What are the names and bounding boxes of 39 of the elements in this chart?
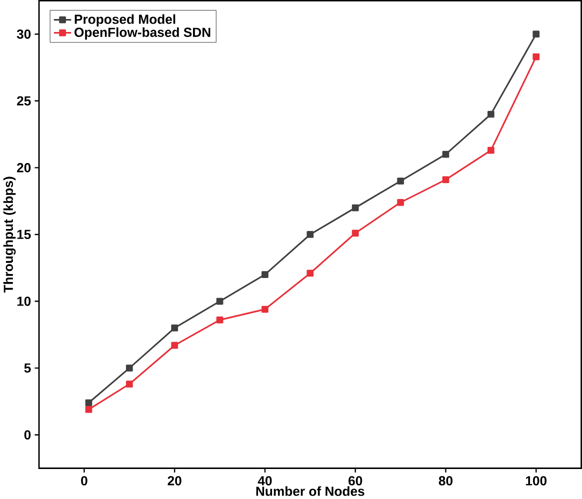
y-tick-label: 25 [17,96,31,106]
point [532,30,540,38]
x-tick-label: 0 [81,476,88,486]
point [442,176,450,183]
legend-label: Proposed Model [74,14,176,26]
point [216,316,224,324]
legend-label: OpenFlow-based SDN [74,27,210,40]
point [532,53,540,60]
y-tick-label: 15 [17,230,31,239]
point [442,150,450,158]
y-axis-title: Throughput (kbps) [3,176,16,293]
x-tick-label: 20 [168,476,182,486]
y-tick-label: 5 [24,363,31,372]
point [85,406,92,413]
x-tick-label: 60 [348,476,362,486]
point [352,230,359,236]
x-tick-label: 100 [526,476,547,486]
point [171,342,178,349]
point [262,306,268,313]
point [126,364,133,372]
x-axis-title: Number of Nodes [256,486,364,496]
point [306,270,314,277]
point [171,324,178,332]
y-tick-label: 0 [24,430,31,440]
point [85,399,92,406]
point [397,198,404,206]
point [397,177,404,184]
x-tick-label: 40 [258,476,272,486]
y-tick-label: 20 [17,162,31,172]
y-tick-label: 30 [16,29,31,39]
point [352,204,359,212]
x-tick-label: 80 [438,476,452,486]
y-tick-label: 10 [17,296,31,306]
point [487,146,494,154]
point [216,298,224,305]
point [262,270,268,278]
point [487,110,494,118]
point [126,380,133,388]
point [306,230,314,238]
